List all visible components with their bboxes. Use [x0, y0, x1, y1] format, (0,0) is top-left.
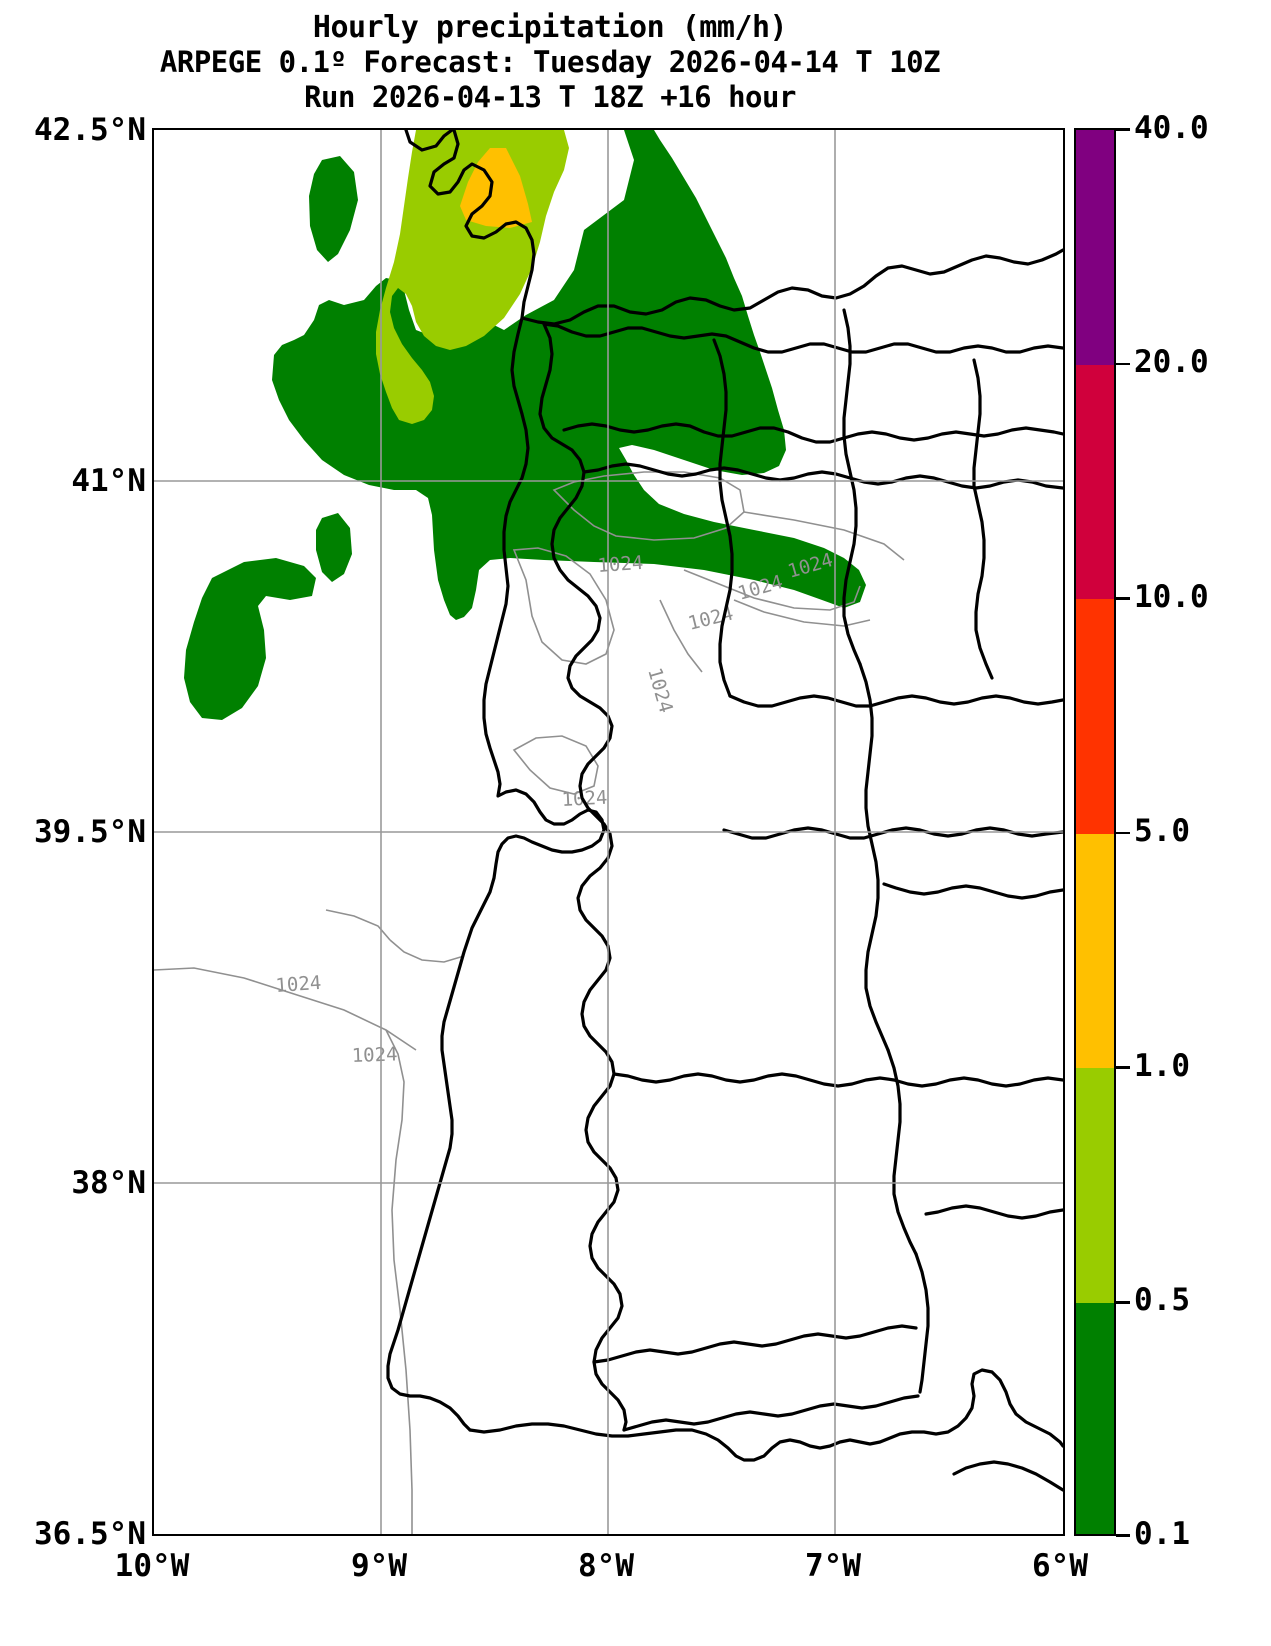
precip-blob-atlantic-n1 — [309, 156, 358, 262]
colorbar-segment-20-40 — [1076, 130, 1114, 365]
colorbar-label-40: 40.0 — [1134, 110, 1209, 146]
ytick-mark — [152, 1183, 154, 1185]
xtick-label-8w: 8°W — [578, 1548, 634, 1584]
isobar-1024-i — [385, 1029, 413, 1534]
isobar-1024-b — [512, 547, 615, 665]
spain-interior-border-9 — [612, 1072, 1063, 1088]
colorbar-segment-1-5 — [1076, 833, 1114, 1069]
map-plot-area[interactable]: 1024 1024 1024 1024 1024 1024 1024 1024 — [152, 128, 1065, 1536]
colorbar-tick-10 — [1116, 597, 1130, 600]
colorbar-label-5: 5.0 — [1134, 813, 1190, 849]
xtick-label-10w: 10°W — [114, 1548, 190, 1584]
colorbar-tick-5 — [1116, 831, 1130, 835]
colorbar-label-1: 1.0 — [1134, 1048, 1190, 1084]
xtick-label-9w: 9°W — [351, 1548, 407, 1584]
isobar-label: 1024 — [597, 552, 644, 577]
ytick-label-36.5n: 36.5°N — [34, 1516, 146, 1552]
precip-band-0.1-0.5-nw — [272, 130, 866, 620]
spain-interior-border-8 — [858, 662, 890, 1052]
ytick-mark — [152, 481, 154, 483]
xtick-mark — [381, 1534, 383, 1536]
portugal-spain-border — [538, 322, 628, 1432]
isobar-1024-f — [512, 735, 599, 795]
ytick-label-38n: 38°N — [71, 1165, 146, 1201]
colorbar-tick-40 — [1116, 128, 1130, 131]
colorbar-tick-0.5 — [1116, 1301, 1130, 1304]
spain-east-border-16 — [972, 358, 994, 680]
isobar-1024-k — [733, 599, 871, 627]
xtick-mark — [835, 1534, 837, 1536]
colorbar-label-0.1: 0.1 — [1134, 1516, 1190, 1552]
xtick-label-6w: 6°W — [1032, 1548, 1088, 1584]
ytick-label-42.5n: 42.5°N — [34, 112, 146, 148]
spain-interior-border-3 — [582, 462, 1063, 490]
spain-interior-border-5 — [842, 308, 862, 666]
colorbar-label-10: 10.0 — [1134, 579, 1209, 615]
colorbar-segment-10-20 — [1076, 364, 1114, 600]
map-canvas: 1024 1024 1024 1024 1024 1024 1024 1024 — [154, 130, 1063, 1534]
page-title: Hourly precipitation (mm/h) — [312, 10, 788, 45]
ytick-label-39.5n: 39.5°N — [34, 814, 146, 850]
ytick-mark — [152, 1534, 154, 1536]
colorbar-label-20: 20.0 — [1134, 344, 1209, 380]
precipitation-shading — [184, 130, 866, 720]
colorbar-segment-0.1-0.5 — [1076, 1303, 1114, 1534]
portugal-west-coast — [386, 316, 606, 1432]
precip-blob-atlantic-n2 — [316, 513, 352, 582]
isobar-1024-h — [325, 909, 391, 941]
north-coast — [404, 130, 1063, 326]
isobar-label: 1024 — [351, 1043, 398, 1067]
spain-interior-border-15 — [924, 1204, 1063, 1220]
xtick-label-7w: 7°W — [805, 1548, 861, 1584]
ytick-mark — [152, 130, 154, 132]
xtick-mark — [1062, 1534, 1064, 1536]
colorbar-tick-1 — [1116, 1066, 1130, 1069]
isobar-label: 1024 — [561, 787, 608, 811]
colorbar-tick-20 — [1116, 362, 1130, 366]
spain-interior-border-2 — [562, 422, 1063, 444]
isobar-labels: 1024 1024 1024 1024 1024 1024 1024 1024 — [275, 549, 836, 1067]
forecast-subtitle: ARPEGE 0.1º Forecast: Tuesday 2026-04-14… — [159, 45, 941, 80]
xtick-mark — [608, 1534, 610, 1536]
colorbar-tick-0.1 — [1116, 1534, 1130, 1537]
graticule-gridlines — [154, 130, 1063, 1534]
spain-south-coast-east — [952, 1460, 1063, 1492]
spain-interior-border-12 — [914, 1252, 930, 1394]
ytick-mark — [152, 832, 154, 834]
isobar-1024-e — [659, 599, 703, 673]
chart-title-block: Hourly precipitation (mm/h) ARPEGE 0.1º … — [0, 10, 1100, 114]
spain-interior-border-4 — [712, 338, 734, 698]
spain-interior-border-13 — [592, 1324, 918, 1364]
spain-interior-border-10 — [886, 1048, 918, 1256]
precip-blob-atlantic-n3 — [184, 558, 316, 720]
run-subtitle: Run 2026-04-13 T 18Z +16 hour — [304, 79, 796, 114]
isobar-1024-c — [743, 511, 905, 561]
xtick-mark — [154, 1534, 156, 1536]
portugal-algarve-coast — [468, 1368, 1063, 1462]
isobar-label: 1024 — [686, 602, 736, 634]
colorbar-label-0.5: 0.5 — [1134, 1282, 1190, 1318]
isobar-contours — [154, 471, 905, 1534]
isobar-1024-d — [683, 569, 861, 611]
precipitation-colorbar[interactable] — [1074, 128, 1116, 1536]
ytick-label-41n: 41°N — [71, 463, 146, 499]
spain-interior-border-6 — [728, 694, 1063, 708]
isobar-label: 1024 — [275, 972, 322, 997]
isobar-label: 1024 — [643, 665, 677, 715]
colorbar-segment-0.5-1 — [1076, 1068, 1114, 1303]
isobar-1024-j — [389, 939, 465, 963]
colorbar-segment-5-10 — [1076, 599, 1114, 834]
coastline-borders — [386, 130, 1063, 1492]
spain-interior-border-1 — [542, 322, 1063, 354]
spain-interior-border-7 — [722, 826, 1063, 840]
spain-interior-border-14 — [882, 882, 1063, 900]
spain-interior-border-11 — [622, 1394, 920, 1432]
